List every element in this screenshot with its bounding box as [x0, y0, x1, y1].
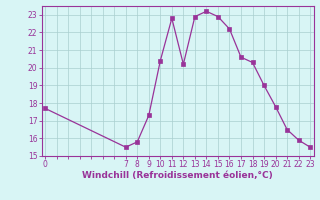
X-axis label: Windchill (Refroidissement éolien,°C): Windchill (Refroidissement éolien,°C)	[82, 171, 273, 180]
